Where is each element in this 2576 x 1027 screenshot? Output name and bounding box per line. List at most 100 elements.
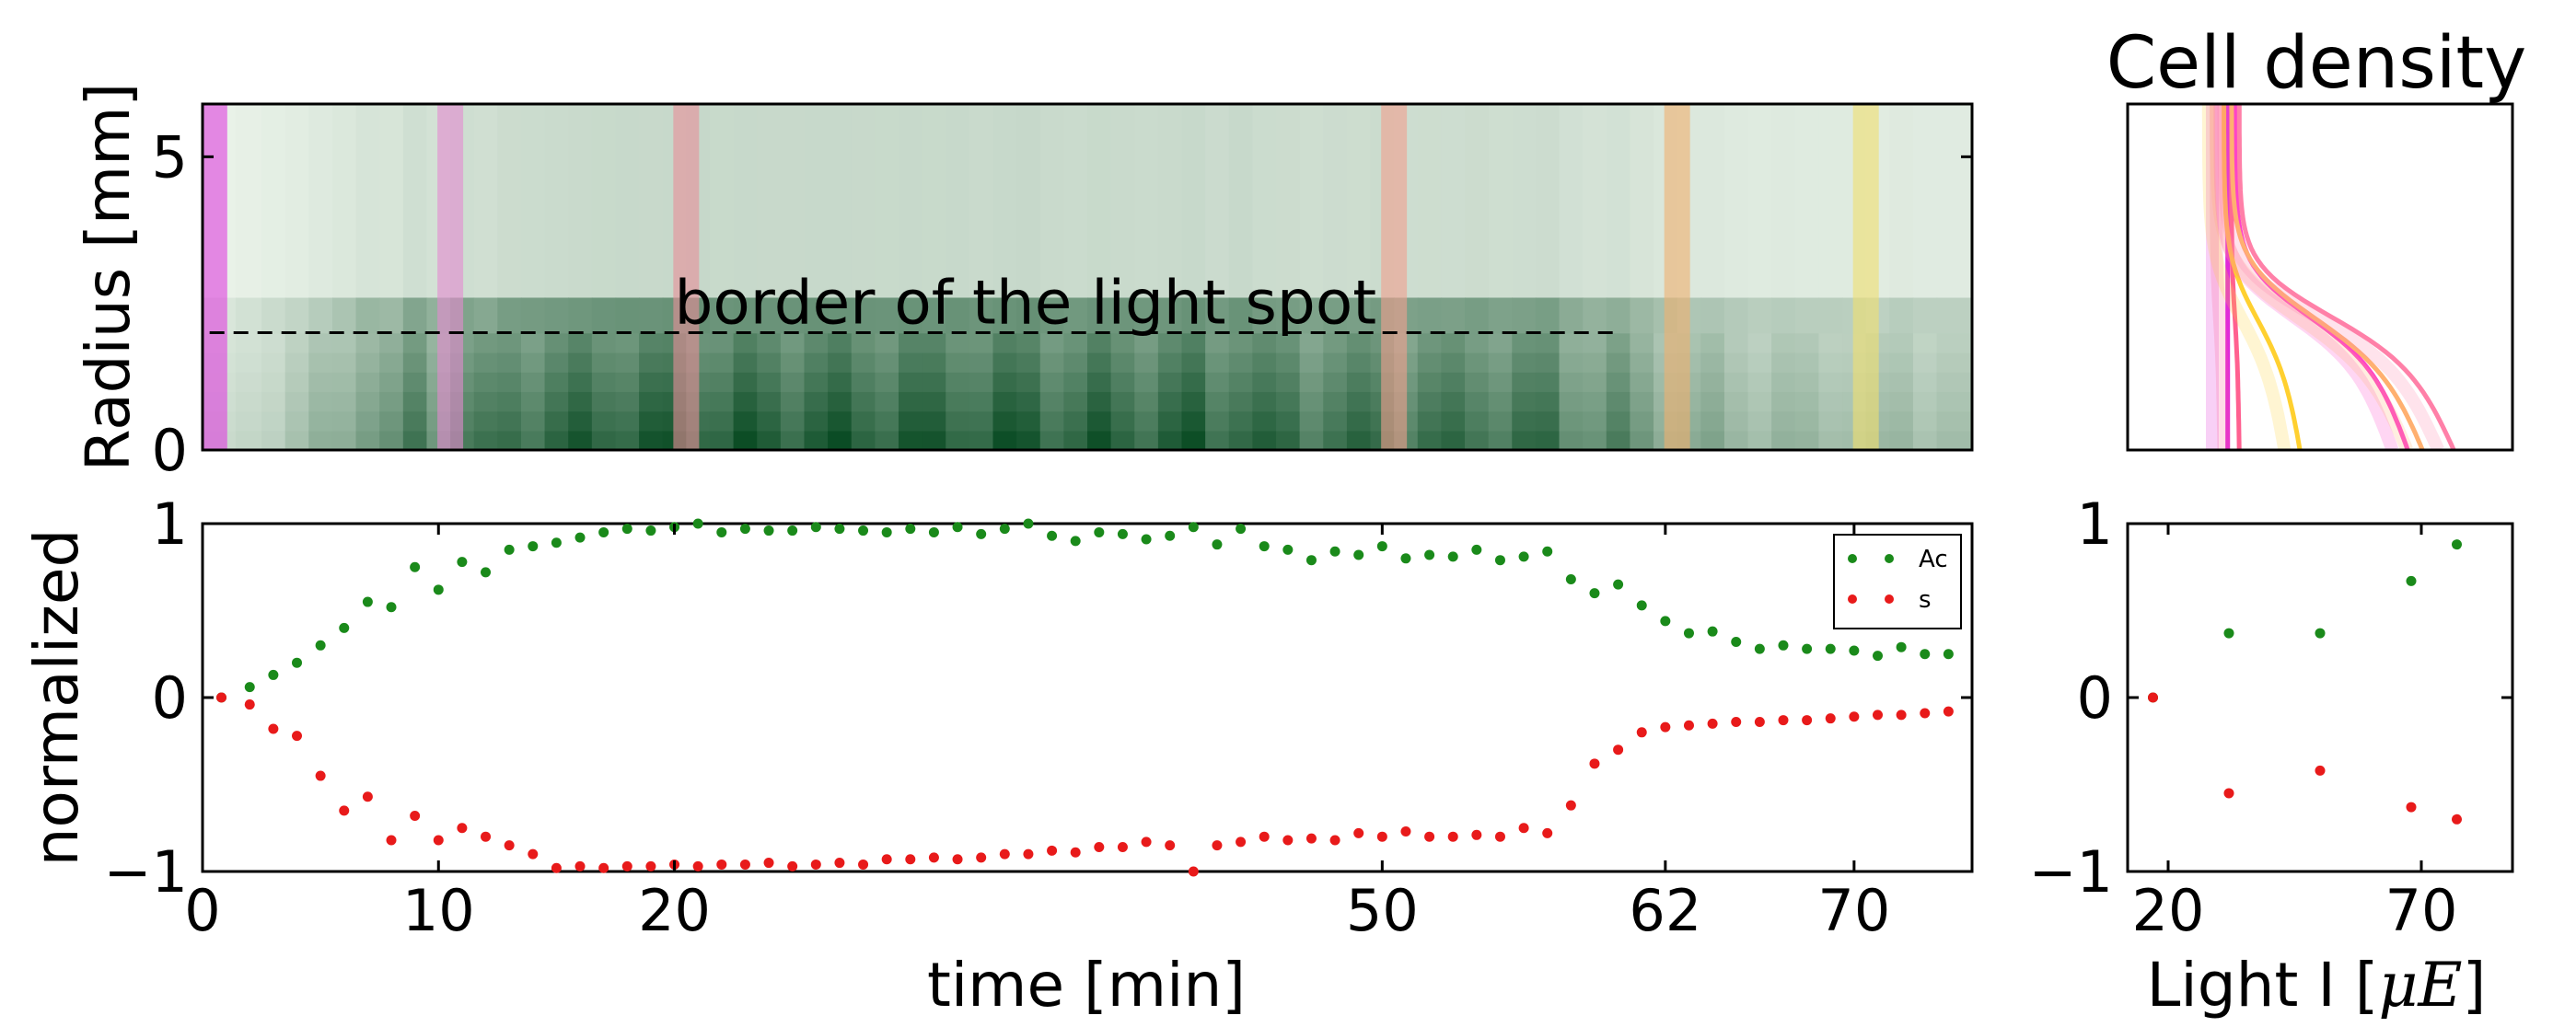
heatmap-cell [1488, 352, 1514, 373]
s-point [551, 862, 562, 873]
heatmap-cell [379, 104, 404, 298]
heatmap-cell [1323, 332, 1348, 353]
ac-point [551, 537, 562, 548]
heatmap-panel: border of the light spot 05 Radius [mm] [73, 83, 1974, 484]
heatmap-cell [992, 391, 1017, 412]
density-band [2217, 104, 2444, 450]
heatmap-cell [235, 430, 262, 451]
heatmap-cell [828, 391, 853, 412]
heatmap-cell [1488, 372, 1514, 393]
heatmap-cell [757, 352, 782, 373]
light-s-point [2406, 802, 2417, 813]
heatmap-cell [1417, 430, 1443, 451]
heatmap-cell [946, 391, 970, 412]
heatmap-cell [969, 391, 994, 412]
ac-point [598, 526, 609, 537]
heatmap-cell [615, 104, 640, 298]
ac-point [1754, 643, 1765, 654]
ac-point [858, 525, 869, 537]
x-ticks: 0 10 20 50 62 70 [184, 524, 1890, 944]
heatmap-cell [261, 391, 286, 412]
heatmap-cell [709, 410, 735, 432]
light-band [201, 104, 227, 450]
s-point [457, 823, 468, 834]
heatmap-cell [1252, 391, 1277, 412]
heatmap-cell [1465, 391, 1490, 412]
ac-point [1447, 551, 1458, 562]
heatmap-cell [1181, 104, 1206, 298]
heatmap-cell [261, 410, 286, 432]
density-band [2210, 104, 2231, 450]
heatmap-cell [851, 352, 876, 373]
heatmap-cell [1700, 297, 1725, 334]
heatmap-cell [875, 372, 899, 393]
heatmap-cell [544, 104, 570, 298]
heatmap-cell [851, 297, 876, 334]
heatmap-cell [969, 104, 994, 298]
s-point [787, 860, 798, 871]
heatmap-cell [1818, 372, 1843, 393]
heatmap-cell [473, 430, 499, 451]
heatmap-cell [284, 430, 310, 451]
ac-point [1376, 541, 1387, 552]
heatmap-cell [1039, 410, 1065, 432]
heatmap-cell [992, 372, 1017, 393]
heatmap-cell [402, 372, 428, 393]
s-point [1778, 715, 1789, 726]
heatmap-cell [544, 430, 570, 451]
heatmap-cell [235, 297, 262, 334]
heatmap-cell [851, 332, 876, 353]
heatmap-cell [1039, 372, 1065, 393]
density-curve [2229, 104, 2425, 450]
heatmap-cell [379, 297, 404, 334]
heatmap-cell [733, 430, 759, 451]
s-point [1683, 720, 1694, 731]
legend-label-s: s [1919, 586, 1932, 614]
heatmap-cell [1889, 410, 1914, 432]
heatmap-cell [261, 352, 286, 373]
heatmap-cell [1252, 104, 1277, 298]
heatmap-cell [780, 410, 806, 432]
heatmap-cell [1252, 372, 1277, 393]
heatmap-cell [946, 372, 970, 393]
s-point [1872, 710, 1883, 721]
heatmap-cell [992, 352, 1017, 373]
s-point [645, 860, 656, 871]
y-tick-label: 1 [2077, 490, 2113, 558]
heatmap-cell [497, 410, 522, 432]
heatmap-cell [639, 297, 664, 334]
heatmap-cell [379, 372, 404, 393]
heatmap-cell [1559, 410, 1584, 432]
ac-point [574, 532, 586, 543]
heatmap-cell [1346, 391, 1372, 412]
heatmap-cell [1157, 430, 1183, 451]
heatmap-cell [1299, 332, 1325, 353]
heatmap-cell [1016, 430, 1041, 451]
ac-point [528, 541, 539, 552]
heatmap-cell [639, 430, 664, 451]
heatmap-cell [709, 430, 735, 451]
heatmap-cell [780, 332, 806, 353]
heatmap-cell [1912, 391, 1938, 412]
ac-point [692, 518, 703, 529]
heatmap-cell [1346, 297, 1372, 334]
heatmap-cell [1087, 430, 1112, 451]
heatmap-cell [828, 372, 853, 393]
heatmap-cell [757, 410, 782, 432]
heatmap-cell [497, 297, 522, 334]
heatmap-cell [1110, 391, 1136, 412]
heatmap-cell [1110, 430, 1136, 451]
y-tick-label: −1 [104, 838, 188, 906]
heatmap-cell [804, 332, 829, 353]
s-point [1094, 842, 1105, 853]
heatmap-cell [1063, 410, 1088, 432]
heatmap-cell [379, 430, 404, 451]
heatmap-cell [1630, 332, 1654, 353]
heatmap-cell [1912, 297, 1938, 334]
light-s-point [2148, 692, 2158, 703]
y-tick-label: −1 [2029, 838, 2113, 906]
s-point [528, 848, 539, 860]
heatmap-cell [1700, 332, 1725, 353]
heatmap-cell [757, 297, 782, 334]
heatmap-cell [331, 332, 357, 353]
